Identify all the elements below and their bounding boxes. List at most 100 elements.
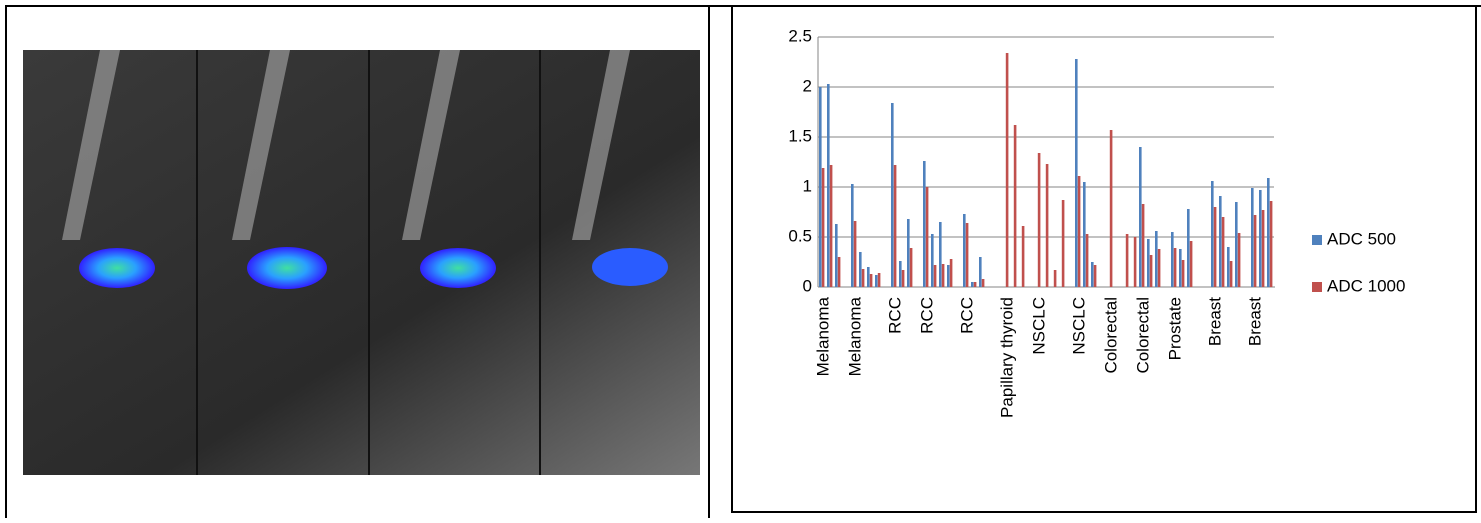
legend-swatch [1312,282,1322,292]
bar [925,187,929,287]
y-tick-label: 0 [803,276,812,295]
y-tick-label: 1.5 [788,126,812,145]
legend-label: ADC 500 [1327,229,1396,248]
bar [979,257,982,287]
y-tick-label: 2 [803,76,812,95]
bar [891,103,894,287]
bar [949,259,953,287]
bar [965,223,969,287]
frame [5,5,1481,518]
bar [1189,241,1193,287]
x-tick-label: Colorectal [1101,297,1120,374]
bar [1085,234,1089,287]
bar [939,222,942,287]
y-tick-label: 2.5 [788,26,812,45]
x-tick-label: Papillary thyroid [997,297,1016,418]
bar [973,282,977,287]
bar [1037,153,1041,287]
bar [1213,207,1217,287]
bar [1157,249,1161,287]
bar [1133,237,1137,287]
bar [901,270,905,287]
bar [1155,231,1158,287]
bar [1053,270,1057,287]
bar [893,165,897,287]
x-tick-label: Prostate [1165,297,1184,360]
bar [1125,234,1129,287]
x-tick-label: Melanoma [845,296,864,376]
bar [821,168,825,287]
legend-swatch [1312,235,1322,245]
bar [963,214,966,287]
bar [827,84,830,287]
bar [933,265,937,287]
bar [1005,53,1009,287]
x-tick-label: Breast [1245,297,1264,346]
x-tick-label: RCC [957,297,976,334]
bar [835,224,838,287]
y-tick-label: 1 [803,176,812,195]
bar [1093,265,1097,287]
bar [1219,196,1222,287]
bar [1083,182,1086,287]
bar [853,221,857,287]
bar [1141,204,1145,287]
bar [1235,202,1238,287]
bar [947,265,950,287]
bar [1267,178,1270,287]
bar [1149,255,1153,287]
bar [941,264,945,287]
legend-label: ADC 1000 [1327,276,1405,295]
bar [971,282,974,287]
x-tick-label: RCC [917,297,936,334]
bar [1251,188,1254,287]
bar [1147,239,1150,287]
x-tick-label: RCC [885,297,904,334]
bar [909,248,913,287]
bar [1261,210,1265,287]
x-tick-label: Colorectal [1133,297,1152,374]
bar [1253,215,1257,287]
bar [1227,247,1230,287]
x-tick-label: Breast [1205,297,1224,346]
x-tick-label: NSCLC [1069,297,1088,355]
bar [1077,176,1081,287]
bar [837,257,841,287]
bar [899,261,902,287]
bar [1259,190,1262,287]
bar [1269,201,1273,287]
bar [867,267,870,287]
bar [819,87,822,287]
bar [1109,130,1113,287]
bar [923,161,926,287]
bar [861,269,865,287]
bar [877,273,881,287]
bar [1061,200,1065,287]
bar [1179,249,1182,287]
x-tick-label: NSCLC [1029,297,1048,355]
bar [1091,262,1094,287]
bar [869,274,873,287]
bar [875,275,878,287]
bar [851,184,854,287]
bar [1181,260,1185,287]
bar [1211,181,1214,287]
bar [981,279,985,287]
bar [1139,147,1142,287]
bar [1237,233,1241,287]
bar [1075,59,1078,287]
bar [1221,217,1225,287]
bar [931,234,934,287]
x-tick-label: Melanoma [813,296,832,376]
mri-panels [23,50,700,475]
bar [1229,261,1233,287]
bar [1021,226,1025,287]
bar [907,219,910,287]
bar [1187,209,1190,287]
bar [1013,125,1017,287]
bar [1171,232,1174,287]
bar [859,252,862,287]
bar [829,165,833,287]
